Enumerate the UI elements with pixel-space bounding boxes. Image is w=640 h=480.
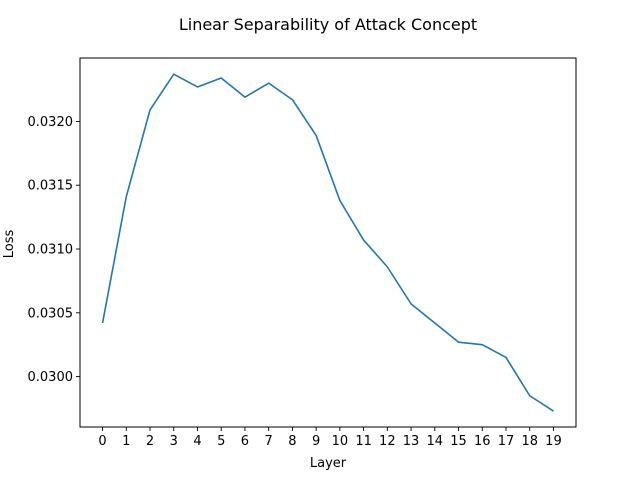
- y-tick-label: 0.0305: [28, 306, 74, 321]
- y-tick-label: 0.0320: [28, 115, 74, 130]
- x-tick-label: 18: [521, 434, 538, 449]
- plot-area: 0 1 2 3 4 5 6 7 8 9 10 11 12 13 14 15 16 17 18 190.03000.03…: [28, 57, 577, 449]
- x-tick-label: 6: [241, 434, 249, 449]
- x-tick-label: 3: [170, 434, 178, 449]
- x-tick-label: 9: [312, 434, 320, 449]
- x-tick-label: 12: [379, 434, 396, 449]
- x-tick-label: 16: [474, 434, 491, 449]
- y-axis-label: Loss: [2, 230, 17, 259]
- x-tick-label: 5: [217, 434, 225, 449]
- x-tick-label: 17: [498, 434, 515, 449]
- x-tick-label: 0: [98, 434, 106, 449]
- x-tick-label: 1: [122, 434, 130, 449]
- axes-frame: [79, 57, 577, 428]
- x-tick-label: 19: [545, 434, 562, 449]
- y-tick-label: 0.0315: [28, 179, 74, 194]
- data-series-line: [101, 73, 554, 412]
- x-axis-label: Layer: [310, 456, 347, 471]
- y-tick-label: 0.0300: [28, 370, 74, 385]
- x-tick-label: 2: [146, 434, 154, 449]
- x-tick-label: 10: [332, 434, 349, 449]
- x-tick-label: 11: [355, 434, 372, 449]
- x-tick-label: 8: [288, 434, 296, 449]
- x-tick-label: 7: [265, 434, 273, 449]
- y-tick-label: 0.0310: [28, 243, 74, 258]
- x-tick-label: 15: [450, 434, 467, 449]
- x-tick-label: 4: [193, 434, 201, 449]
- x-tick-label: 13: [403, 434, 420, 449]
- x-tick-label: 14: [427, 434, 444, 449]
- chart-title: Linear Separability of Attack Concept: [179, 15, 477, 34]
